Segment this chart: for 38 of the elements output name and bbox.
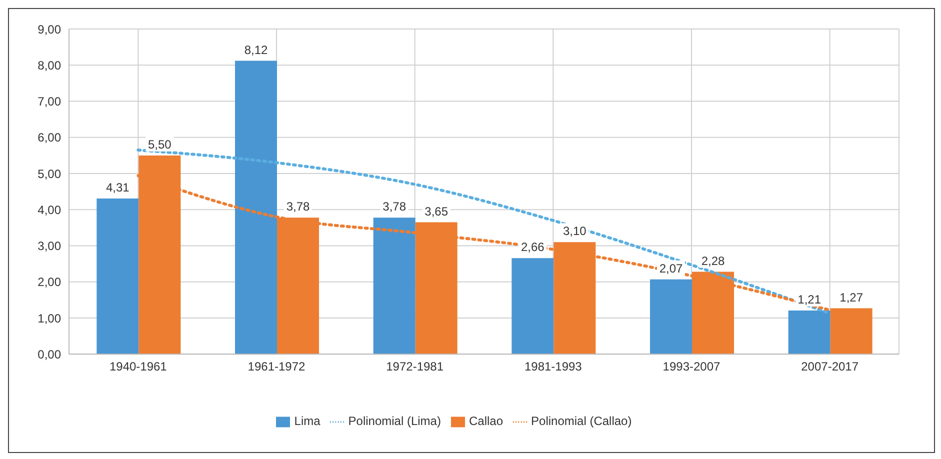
y-tick-label: 1,00 bbox=[38, 311, 62, 326]
x-tick-label: 2007-2017 bbox=[801, 360, 859, 374]
data-label: 4,31 bbox=[106, 180, 130, 194]
data-label: 3,65 bbox=[424, 204, 448, 218]
data-label: 3,10 bbox=[562, 224, 587, 238]
x-tick-label: 1940-1961 bbox=[109, 360, 168, 374]
data-label: 2,66 bbox=[520, 240, 545, 254]
data-label: 1,27 bbox=[840, 290, 864, 304]
data-label: 1,21 bbox=[798, 292, 822, 306]
y-tick-label: 0,00 bbox=[38, 347, 62, 362]
y-tick-label: 6,00 bbox=[38, 130, 62, 145]
bar bbox=[788, 310, 830, 354]
data-label: 5,50 bbox=[148, 137, 172, 152]
legend-label: Polinomial (Callao) bbox=[531, 414, 632, 428]
bar bbox=[96, 198, 139, 354]
legend-label: Lima bbox=[294, 414, 320, 428]
x-tick-label: 1981-1993 bbox=[524, 360, 582, 374]
legend-label: Polinomial (Lima) bbox=[348, 414, 441, 428]
y-tick-label: 8,00 bbox=[38, 58, 62, 72]
y-tick-label: 4,00 bbox=[38, 202, 62, 217]
y-tick-label: 9,00 bbox=[38, 22, 62, 36]
legend-label: Callao bbox=[468, 414, 504, 428]
x-tick-label: 1993-2007 bbox=[662, 360, 721, 374]
bar bbox=[373, 218, 416, 354]
y-tick-label: 5,00 bbox=[38, 166, 62, 181]
bar bbox=[235, 60, 277, 354]
x-tick-label: 1961-1972 bbox=[248, 360, 306, 374]
x-tick-label: 1972-1981 bbox=[386, 360, 444, 374]
data-label: 8,12 bbox=[244, 42, 268, 57]
data-label: 3,78 bbox=[286, 200, 310, 214]
data-label: 3,78 bbox=[382, 200, 406, 214]
y-tick-label: 7,00 bbox=[38, 94, 62, 109]
bar bbox=[512, 258, 554, 354]
bar bbox=[650, 279, 692, 354]
y-tick-label: 2,00 bbox=[38, 275, 62, 290]
data-label: 2,28 bbox=[701, 254, 725, 268]
data-label: 2,07 bbox=[659, 261, 683, 276]
y-tick-label: 3,00 bbox=[38, 239, 62, 254]
